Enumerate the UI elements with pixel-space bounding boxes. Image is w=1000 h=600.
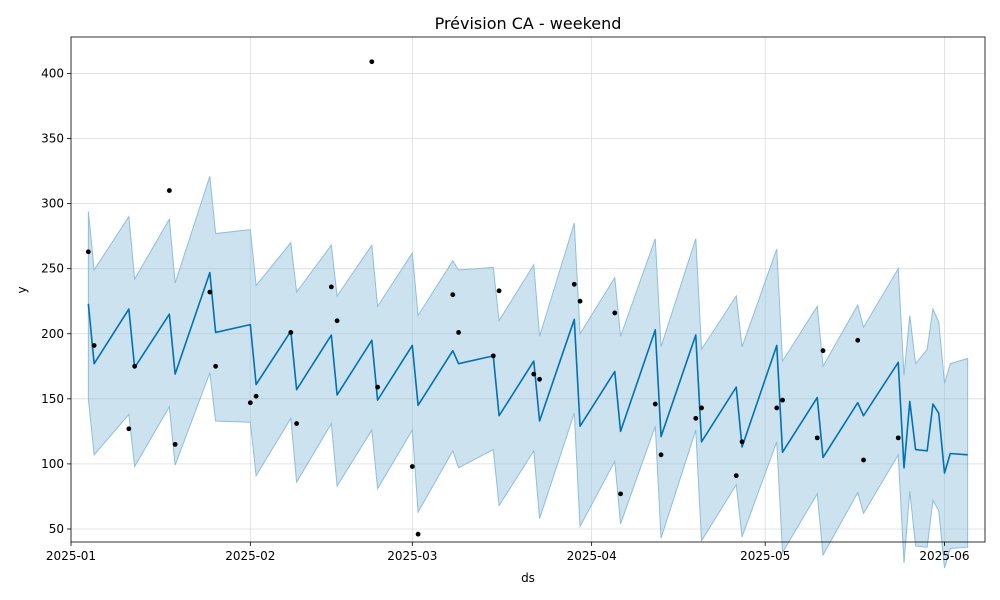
- observed-point: [490, 353, 496, 359]
- x-axis-title: ds: [521, 571, 535, 585]
- observed-point: [780, 397, 785, 403]
- observed-point: [652, 401, 658, 407]
- observed-point: [409, 464, 415, 469]
- uncertainty-band: [87, 176, 969, 569]
- y-tick-label: 300: [41, 197, 64, 211]
- observed-point: [334, 318, 340, 324]
- observed-point: [85, 249, 91, 255]
- observed-point: [207, 289, 213, 295]
- observed-point: [699, 405, 704, 411]
- observed-point: [415, 531, 421, 537]
- observed-point: [294, 421, 300, 426]
- y-tick-label: 350: [41, 132, 64, 146]
- observed-point: [739, 439, 745, 445]
- y-tick-label: 250: [41, 262, 64, 276]
- observed-point: [369, 59, 375, 65]
- observed-point: [693, 415, 699, 421]
- observed-point: [895, 435, 901, 441]
- observed-point: [861, 457, 866, 463]
- y-tick-label: 150: [41, 392, 64, 406]
- observed-point: [172, 441, 178, 447]
- observed-point: [456, 330, 461, 335]
- y-tick-label: 100: [41, 457, 64, 471]
- observed-point: [537, 376, 542, 382]
- forecast-line: [87, 271, 968, 474]
- observed-point: [733, 473, 739, 479]
- observed-point: [577, 298, 583, 304]
- observed-point: [166, 188, 172, 193]
- observed-point: [496, 288, 502, 294]
- observed-point: [814, 435, 820, 441]
- observed-point: [531, 371, 537, 377]
- observed-point: [247, 400, 253, 406]
- forecast-line-layer: [87, 271, 968, 474]
- x-tick-label: 2025-03: [387, 549, 437, 563]
- observed-point: [213, 363, 219, 369]
- observed-point: [612, 310, 618, 316]
- y-axis-title: y: [15, 286, 29, 293]
- y-tick-label: 400: [41, 66, 64, 80]
- observed-point: [855, 337, 861, 343]
- observed-point: [571, 281, 577, 287]
- chart-title: Prévision CA - weekend: [435, 14, 622, 33]
- tick-layer: 2025-01 2025-02 2025-03 2025-04 2025-05 2025-…: [41, 66, 969, 563]
- x-tick-label: 2025-04: [567, 549, 617, 563]
- y-tick-label: 50: [49, 522, 64, 536]
- x-tick-label: 2025-05: [740, 549, 790, 563]
- y-tick-label: 200: [41, 327, 64, 341]
- x-tick-label: 2025-01: [46, 549, 96, 563]
- x-tick-label: 2025-02: [225, 549, 275, 563]
- observed-point: [375, 384, 380, 390]
- observed-point: [328, 284, 334, 290]
- observed-point: [450, 292, 456, 298]
- observed-point: [774, 405, 780, 411]
- observed-point: [132, 363, 138, 369]
- observed-points-layer: [85, 59, 901, 537]
- observed-point: [126, 426, 132, 432]
- observed-point: [658, 452, 664, 458]
- observed-point: [288, 330, 294, 335]
- grid-layer: [70, 37, 985, 542]
- observed-point: [91, 343, 97, 348]
- uncertainty-band-layer: [87, 176, 969, 569]
- x-tick-label: 2025-06: [919, 549, 969, 563]
- observed-point: [253, 393, 259, 399]
- plot-frame: [70, 36, 986, 543]
- observed-point: [618, 491, 623, 497]
- observed-point: [820, 348, 826, 354]
